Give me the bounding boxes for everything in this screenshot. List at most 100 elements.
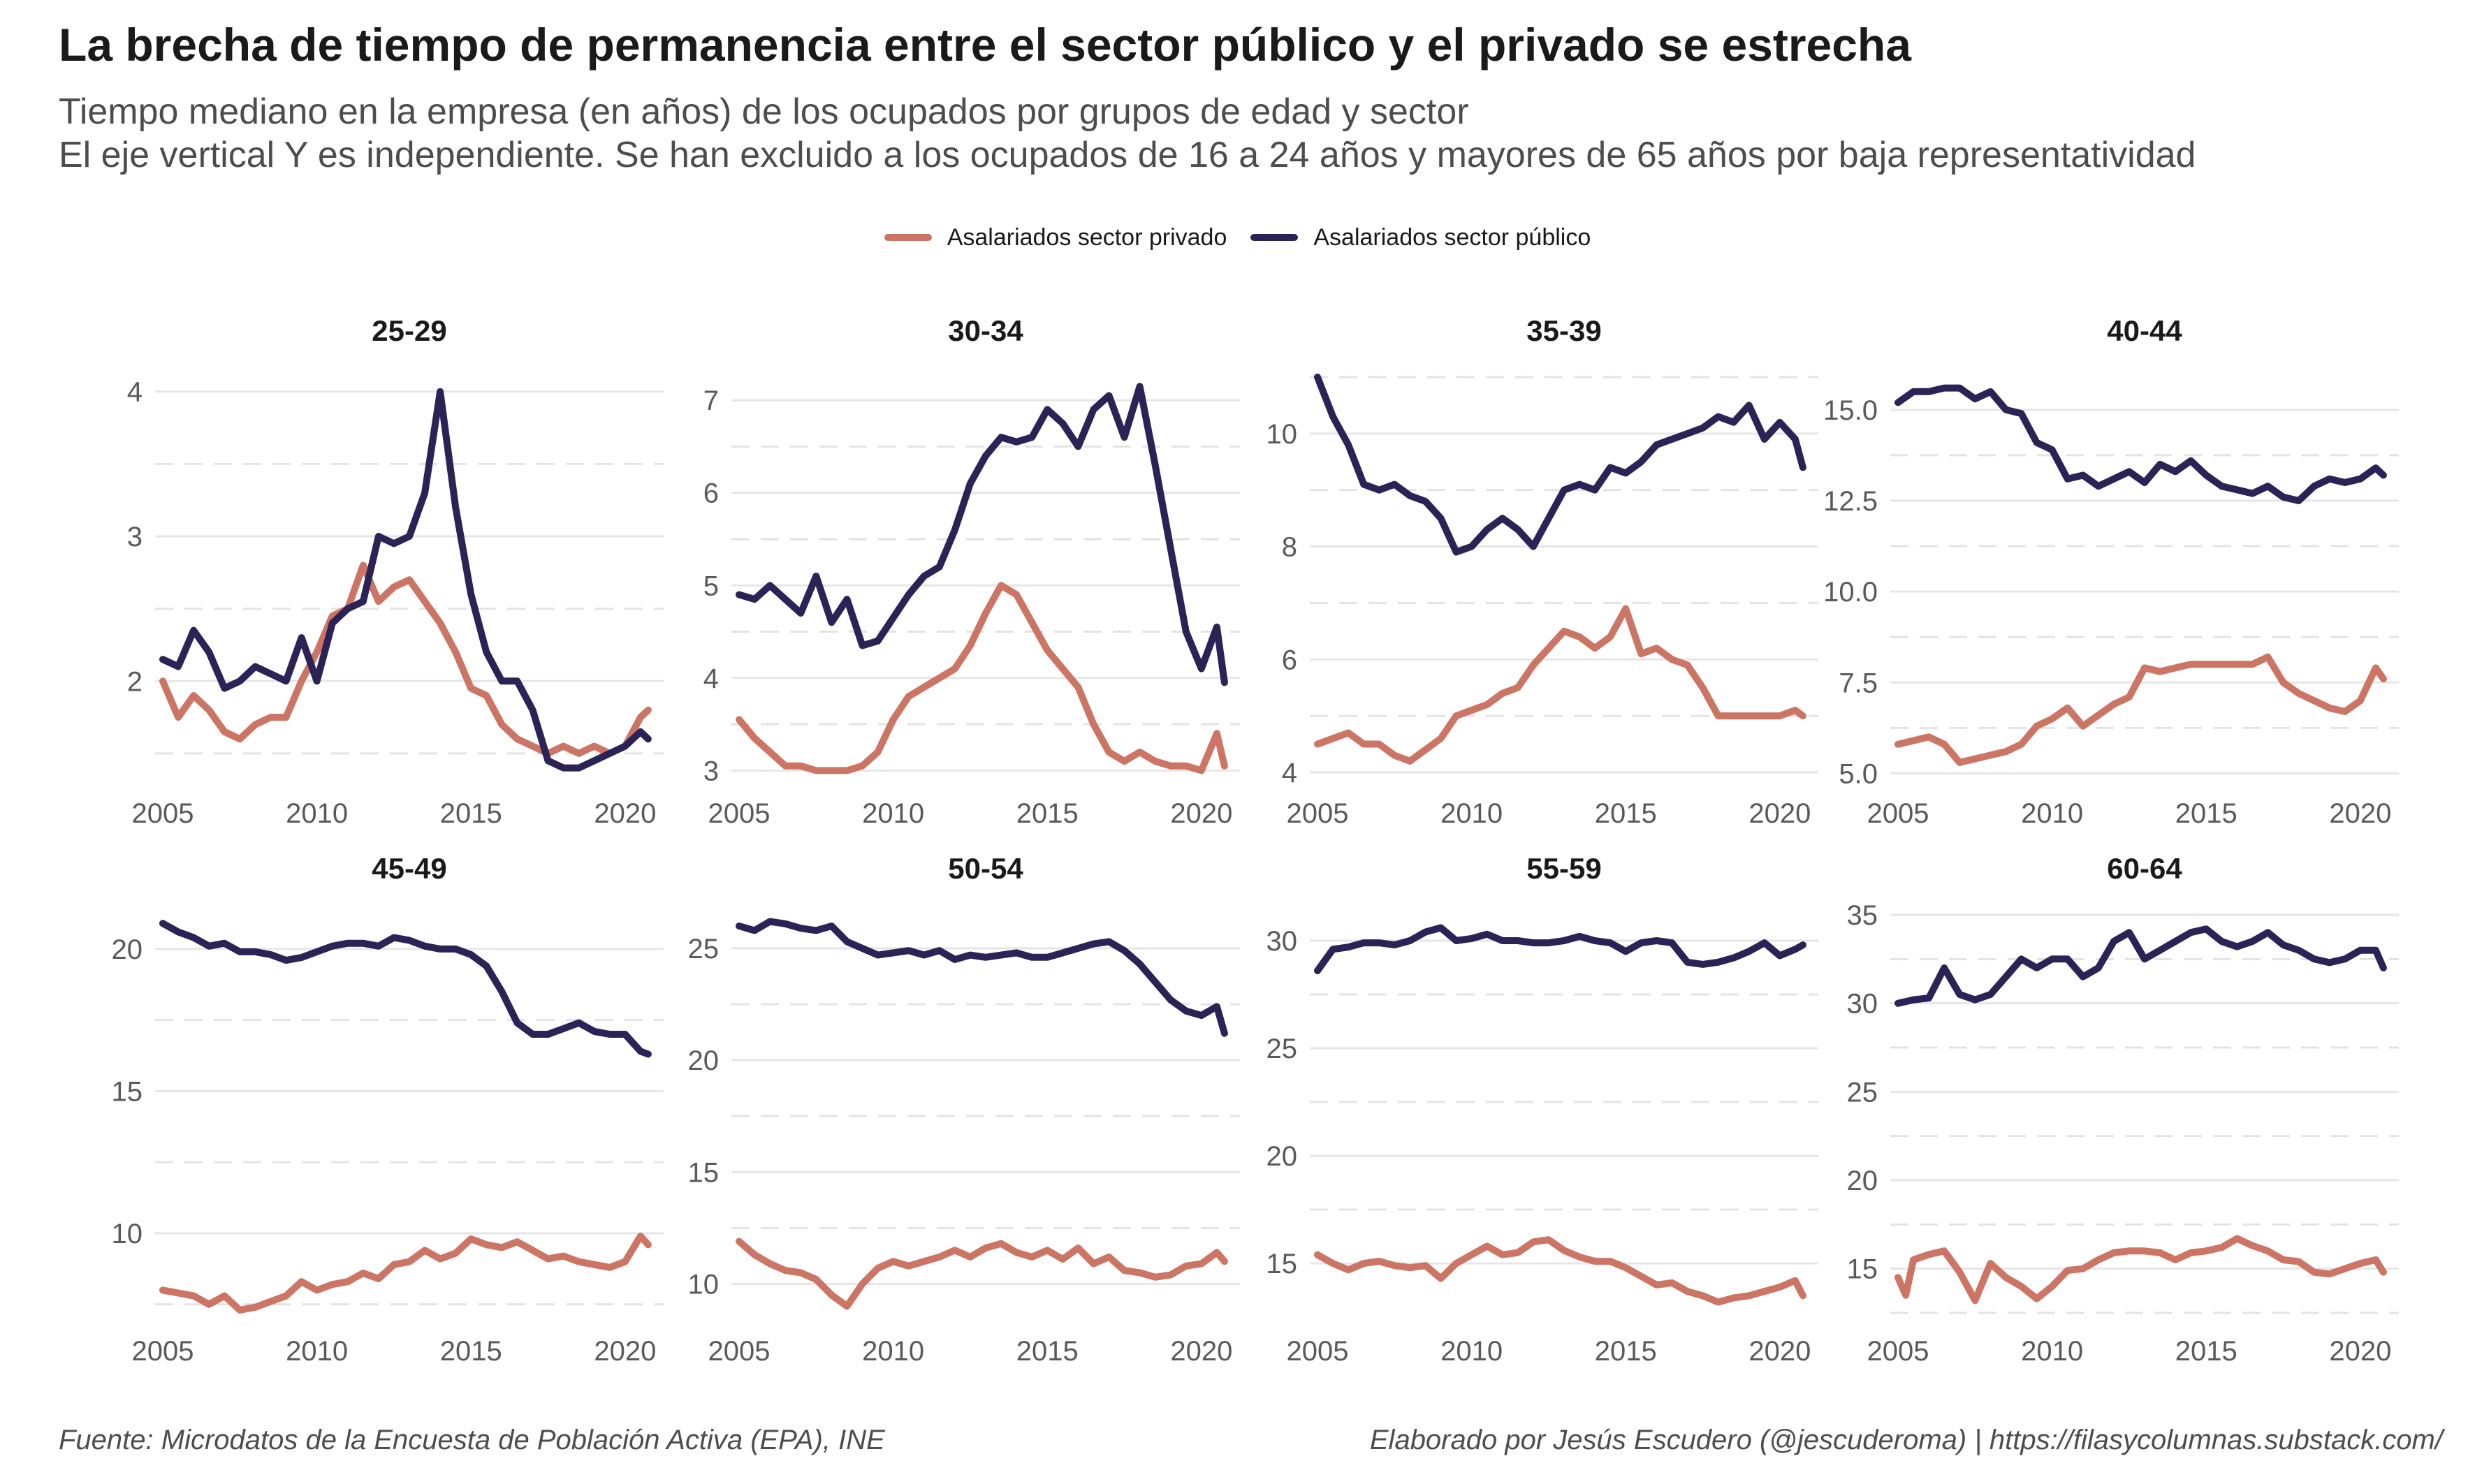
panel-30-34: 3 4 5 6 7 2005 2010 2015 2020 30-34 [703, 314, 1240, 829]
x-tick-label: 2010 [1440, 1336, 1503, 1367]
x-tick-label: 2005 [1867, 798, 1929, 829]
series-line-privado [1894, 1235, 2387, 1305]
legend-label-publico: Asalariados sector público [1313, 223, 1591, 251]
legend-item-privado: Asalariados sector privado [884, 224, 1227, 251]
panel-45-49: 10 15 20 2005 2010 2015 2020 45-49 [112, 852, 664, 1367]
series-line-publico [1894, 384, 2387, 504]
legend-item-publico: Asalariados sector público [1250, 224, 1591, 251]
y-tick-label: 5.0 [1839, 758, 1878, 789]
x-tick-label: 2015 [1016, 798, 1079, 829]
y-tick-label: 7 [703, 385, 719, 416]
author-caption: Elaborado por Jesús Escudero (@jescudero… [1369, 1425, 2443, 1455]
x-tick-label: 2005 [1287, 1336, 1349, 1367]
y-tick-label: 5 [703, 571, 719, 601]
y-tick-label: 35 [1847, 900, 1878, 931]
panel-50-54: 10 15 20 25 2005 2010 2015 2020 50-54 [688, 852, 1240, 1367]
x-tick-label: 2010 [2021, 798, 2083, 829]
y-tick-label: 20 [688, 1045, 720, 1076]
chart-title: La brecha de tiempo de permanencia entre… [59, 19, 1911, 71]
y-tick-label: 6 [703, 478, 719, 509]
panel-label: 50-54 [948, 852, 1023, 885]
y-tick-label: 25 [688, 934, 720, 964]
x-tick-label: 2020 [2329, 798, 2391, 829]
x-tick-label: 2015 [2175, 1336, 2237, 1367]
chart-subtitle-note: El eje vertical Y es independiente. Se h… [59, 135, 2196, 175]
y-tick-label: 4 [1282, 758, 1297, 788]
panel-label: 25-29 [372, 314, 446, 347]
y-tick-label: 15 [688, 1157, 720, 1188]
x-tick-label: 2005 [708, 1336, 771, 1367]
y-tick-label: 4 [127, 377, 143, 408]
y-tick-label: 15.0 [1823, 395, 1878, 426]
panel-60-64: 15 20 25 30 35 2005 2010 2015 2020 60-64 [1847, 852, 2399, 1367]
series-line-publico [159, 388, 652, 772]
x-tick-label: 2020 [1170, 798, 1232, 829]
y-tick-label: 25 [1266, 1034, 1298, 1064]
series-line-publico [1894, 925, 2387, 1007]
panel-label: 35-39 [1526, 314, 1601, 347]
x-tick-label: 2010 [1440, 798, 1503, 829]
y-tick-label: 15 [1266, 1249, 1298, 1279]
x-tick-label: 2010 [862, 798, 924, 829]
x-tick-label: 2010 [2021, 1336, 2083, 1367]
y-tick-label: 8 [1282, 532, 1297, 563]
legend-label-privado: Asalariados sector privado [947, 223, 1227, 251]
y-tick-label: 10 [112, 1219, 143, 1249]
y-tick-label: 25 [1847, 1077, 1878, 1108]
y-tick-label: 15 [1847, 1254, 1878, 1285]
source-caption: Fuente: Microdatos de la Encuesta de Pob… [59, 1425, 885, 1455]
series-line-privado [1314, 605, 1806, 765]
panel-label: 55-59 [1526, 852, 1601, 885]
x-tick-label: 2020 [2329, 1336, 2391, 1367]
y-tick-label: 3 [703, 756, 719, 786]
panel-label: 40-44 [2107, 314, 2182, 347]
panel-40-44: 5.0 7.5 10.0 12.5 15.0 2005 2010 2015 2020 40-44 [1823, 314, 2399, 829]
x-tick-label: 2020 [594, 1336, 656, 1367]
x-tick-label: 2010 [286, 798, 348, 829]
y-tick-label: 12.5 [1823, 486, 1878, 517]
series-line-privado [736, 582, 1228, 774]
series-line-privado [736, 1237, 1228, 1310]
x-tick-label: 2015 [440, 798, 502, 829]
series-line-publico [1314, 374, 1806, 556]
y-tick-label: 30 [1266, 926, 1298, 957]
panel-35-39: 4 6 8 10 2005 2010 2015 2020 35-39 [1266, 314, 1818, 829]
chart-subtitle: Tiempo mediano en la empresa (en años) d… [59, 91, 1469, 132]
x-tick-label: 2020 [1748, 1336, 1811, 1367]
y-tick-label: 10 [1266, 419, 1298, 450]
series-line-privado [1894, 653, 2387, 766]
x-tick-label: 2020 [1170, 1336, 1232, 1367]
x-tick-label: 2015 [1595, 798, 1657, 829]
x-tick-label: 2010 [286, 1336, 348, 1367]
series-line-publico [159, 920, 652, 1058]
x-tick-label: 2015 [1016, 1336, 1079, 1367]
y-tick-label: 2 [127, 666, 143, 697]
series-line-publico [1314, 924, 1806, 975]
y-tick-label: 30 [1847, 989, 1878, 1020]
x-tick-label: 2005 [1287, 798, 1349, 829]
y-tick-label: 15 [112, 1076, 143, 1107]
y-tick-label: 10.0 [1823, 577, 1878, 608]
series-line-publico [736, 918, 1228, 1037]
panel-label: 60-64 [2107, 852, 2182, 885]
legend: Asalariados sector privado Asalariados s… [0, 216, 2475, 258]
x-tick-label: 2020 [1748, 798, 1811, 829]
y-tick-label: 20 [1847, 1166, 1878, 1196]
series-line-privado [159, 1233, 652, 1314]
y-tick-label: 3 [127, 522, 143, 552]
x-tick-label: 2005 [132, 1336, 194, 1367]
x-tick-label: 2015 [440, 1336, 502, 1367]
series-line-publico [736, 383, 1228, 686]
panel-label: 45-49 [372, 852, 446, 885]
x-tick-label: 2010 [862, 1336, 924, 1367]
x-tick-label: 2015 [2175, 798, 2237, 829]
panel-25-29: 2 3 4 2005 2010 2015 2020 25-29 [127, 314, 664, 829]
panel-55-59: 15 20 25 30 2005 2010 2015 2020 55-59 [1266, 852, 1818, 1367]
x-tick-label: 2005 [1867, 1336, 1929, 1367]
y-tick-label: 20 [112, 934, 143, 965]
legend-key-publico [1250, 234, 1299, 241]
panel-label: 30-34 [948, 314, 1023, 347]
series-line-privado [1314, 1236, 1806, 1306]
y-tick-label: 10 [688, 1269, 720, 1300]
